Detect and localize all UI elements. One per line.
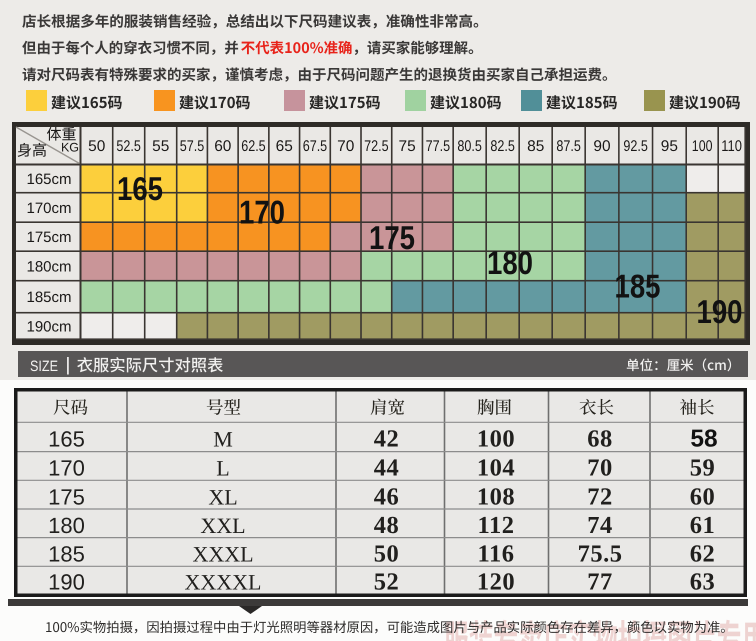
svg-text:180: 180	[487, 244, 533, 281]
svg-text:M: M	[213, 427, 233, 452]
svg-text:60: 60	[214, 138, 232, 155]
svg-text:70: 70	[587, 455, 613, 482]
svg-text:82.5: 82.5	[490, 138, 515, 155]
svg-text:190cm: 190cm	[26, 318, 71, 335]
svg-text:120: 120	[477, 568, 515, 595]
svg-text:XXXXL: XXXXL	[185, 569, 262, 594]
svg-text:70: 70	[337, 138, 355, 155]
svg-text:92.5: 92.5	[623, 138, 648, 155]
svg-text:52.5: 52.5	[116, 138, 140, 155]
svg-text:72: 72	[587, 483, 613, 510]
svg-text:77.5: 77.5	[426, 138, 451, 155]
svg-text:165: 165	[48, 427, 85, 452]
svg-text:75: 75	[399, 138, 416, 155]
svg-text:L: L	[216, 456, 229, 481]
svg-text:55: 55	[152, 138, 169, 155]
svg-text:110: 110	[721, 138, 742, 155]
svg-text:95: 95	[661, 138, 678, 155]
svg-text:65: 65	[276, 138, 293, 155]
svg-text:61: 61	[690, 512, 716, 539]
svg-text:175: 175	[369, 219, 415, 256]
svg-text:80.5: 80.5	[457, 138, 482, 155]
svg-text:170: 170	[48, 456, 85, 481]
svg-text:68: 68	[587, 426, 613, 453]
svg-text:100: 100	[692, 138, 713, 155]
svg-text:74: 74	[587, 512, 613, 539]
svg-text:XXXL: XXXL	[192, 542, 253, 567]
svg-text:116: 116	[478, 541, 515, 568]
svg-text:42: 42	[374, 426, 400, 453]
svg-text:90: 90	[593, 138, 611, 155]
svg-text:175: 175	[48, 484, 85, 509]
svg-text:87.5: 87.5	[556, 138, 581, 155]
svg-text:85: 85	[527, 138, 544, 155]
svg-text:180: 180	[48, 513, 85, 538]
svg-text:108: 108	[477, 483, 515, 510]
svg-text:62: 62	[690, 541, 716, 568]
svg-text:44: 44	[374, 455, 400, 482]
svg-text:59: 59	[690, 455, 716, 482]
svg-text:SIZE: SIZE	[30, 358, 58, 375]
svg-text:XXL: XXL	[200, 513, 245, 538]
svg-text:165: 165	[117, 170, 163, 207]
svg-text:52: 52	[374, 568, 400, 595]
svg-text:72.5: 72.5	[364, 138, 389, 155]
svg-text:185cm: 185cm	[26, 289, 71, 306]
svg-text:75.5: 75.5	[578, 541, 623, 568]
svg-text:185: 185	[615, 268, 661, 305]
svg-text:67.5: 67.5	[303, 138, 328, 155]
svg-text:180cm: 180cm	[26, 258, 71, 275]
svg-text:77: 77	[587, 568, 613, 595]
svg-text:50: 50	[88, 138, 106, 155]
svg-text:112: 112	[478, 512, 515, 539]
svg-text:104: 104	[477, 455, 515, 482]
svg-text:190: 190	[697, 293, 743, 330]
svg-text:58: 58	[690, 426, 717, 453]
svg-text:185: 185	[48, 542, 85, 567]
svg-text:XL: XL	[208, 484, 237, 509]
svg-text:170: 170	[239, 194, 285, 231]
svg-text:57.5: 57.5	[180, 138, 205, 155]
svg-text:190: 190	[48, 569, 85, 594]
svg-text:60: 60	[690, 483, 716, 510]
svg-text:63: 63	[690, 568, 716, 595]
svg-text:46: 46	[374, 483, 400, 510]
svg-text:165cm: 165cm	[26, 171, 71, 188]
svg-text:50: 50	[374, 541, 400, 568]
svg-text:170cm: 170cm	[26, 200, 71, 217]
svg-text:62.5: 62.5	[241, 138, 266, 155]
svg-text:100: 100	[477, 426, 515, 453]
svg-text:175cm: 175cm	[26, 229, 71, 246]
svg-text:48: 48	[374, 512, 400, 539]
svg-text:KG: KG	[61, 141, 79, 155]
